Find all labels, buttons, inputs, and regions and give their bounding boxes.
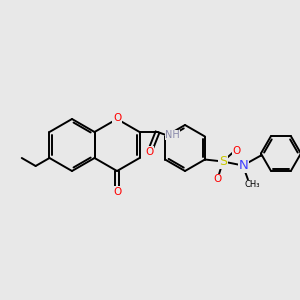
Text: S: S: [219, 155, 227, 168]
Text: N: N: [239, 159, 249, 172]
Text: O: O: [233, 146, 241, 157]
Text: O: O: [113, 113, 121, 123]
Text: O: O: [214, 175, 222, 184]
Text: CH₃: CH₃: [244, 180, 260, 189]
Text: O: O: [146, 147, 154, 157]
Text: NH: NH: [165, 130, 180, 140]
Text: O: O: [113, 187, 121, 197]
